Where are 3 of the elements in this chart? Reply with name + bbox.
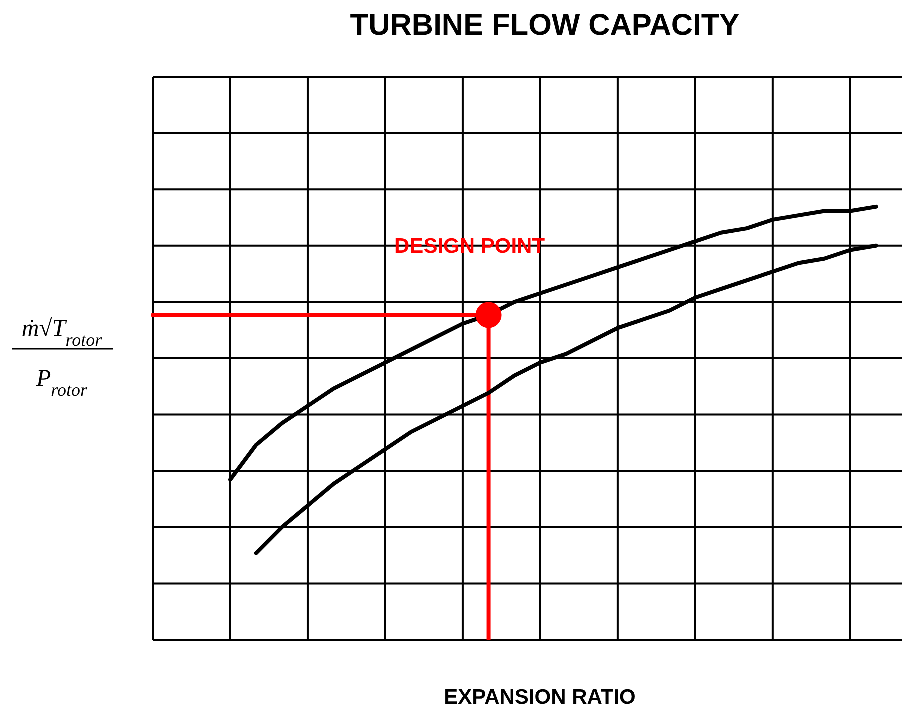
text: ṁ√T$_{rotor}$ P$_{rotor}$ [22,316,102,400]
x-axis-title: EXPANSION RATIO [444,686,636,709]
chart-title: TURBINE FLOW CAPACITY [350,9,740,42]
